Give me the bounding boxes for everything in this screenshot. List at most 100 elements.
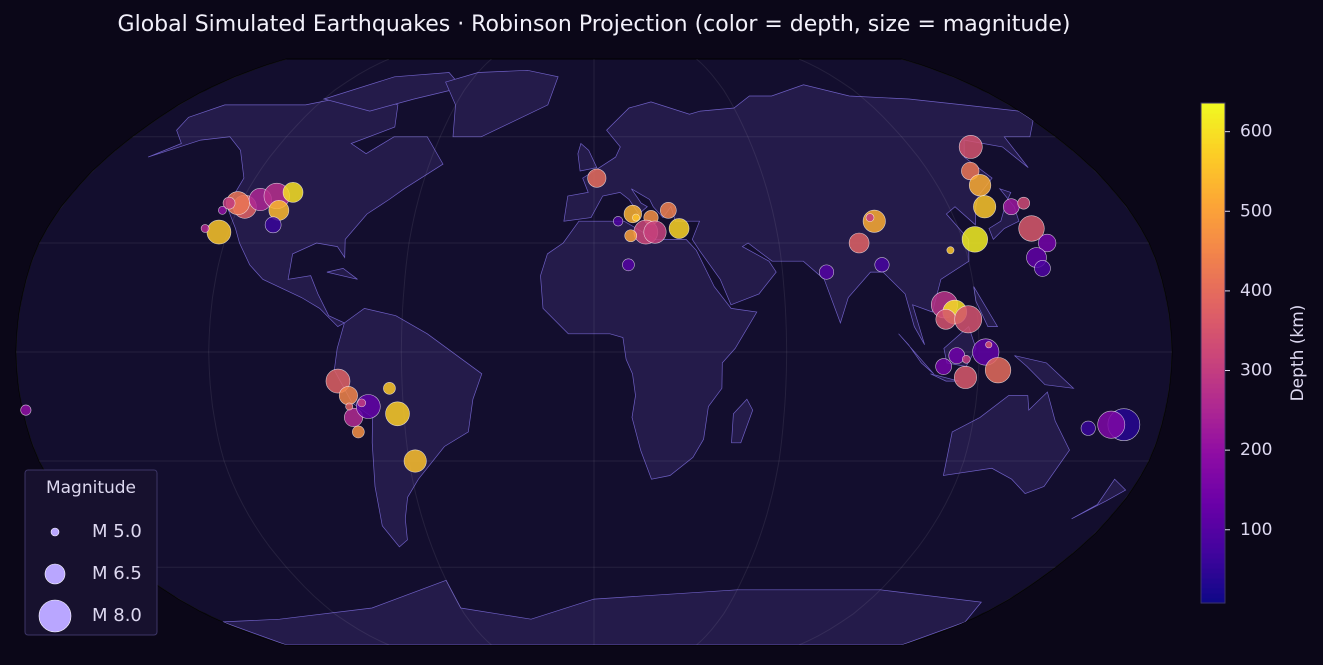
colorbar-step — [1201, 593, 1225, 599]
meridian — [208, 59, 390, 645]
colorbar-step — [1201, 163, 1225, 169]
landmass — [973, 286, 999, 327]
earthquake — [632, 213, 640, 222]
colorbar-step — [1201, 543, 1225, 549]
colorbar-label: Depth (km) — [1288, 305, 1308, 402]
colorbar-step — [1201, 463, 1225, 469]
earthquake — [622, 258, 635, 272]
legend-box — [24, 469, 158, 636]
colorbar-step — [1201, 313, 1225, 319]
colorbar-step — [1201, 238, 1225, 244]
colorbar-step — [1201, 558, 1225, 564]
colorbar-step — [1201, 123, 1225, 129]
chart-title: Global Simulated Earthquakes · Robinson … — [118, 12, 1071, 37]
colorbar-step — [1201, 563, 1225, 569]
colorbar-step — [1201, 118, 1225, 124]
earthquake — [862, 209, 886, 233]
colorbar-step — [1201, 173, 1225, 179]
colorbar-step — [1201, 433, 1225, 439]
earthquake — [984, 357, 1012, 384]
colorbar-step — [1201, 393, 1225, 399]
earthquake — [20, 404, 32, 416]
legend: Magnitude M 5.0 M 6.5 M 8.0 — [24, 469, 158, 636]
earthquake — [222, 196, 236, 210]
legend-label: M 5.0 — [92, 521, 142, 542]
colorbar-step — [1201, 113, 1225, 119]
colorbar-step — [1201, 538, 1225, 544]
earthquake — [958, 135, 983, 159]
colorbar-step — [1201, 458, 1225, 464]
landmass — [731, 398, 754, 444]
earthquake — [660, 202, 677, 219]
meridian — [400, 59, 492, 645]
colorbar: 100 200 300 400 500 600 Depth (km) — [1200, 102, 1308, 604]
colorbar-step — [1201, 523, 1225, 529]
earthquake — [1097, 410, 1126, 439]
colorbar-step — [1201, 373, 1225, 379]
colorbar-step — [1201, 553, 1225, 559]
earthquake — [338, 386, 358, 406]
earthquake — [623, 204, 642, 224]
colorbar-step — [1201, 578, 1225, 584]
colorbar-step — [1201, 248, 1225, 254]
colorbar-step — [1201, 188, 1225, 194]
colorbar-step — [1201, 328, 1225, 334]
colorbar-step — [1201, 143, 1225, 149]
colorbar-step — [1201, 223, 1225, 229]
landmass — [1071, 478, 1127, 520]
colorbar-step — [1201, 178, 1225, 184]
earthquake — [961, 161, 980, 181]
colorbar-step — [1201, 293, 1225, 299]
colorbar-step — [1201, 473, 1225, 479]
colorbar-step — [1201, 368, 1225, 374]
colorbar-step — [1201, 218, 1225, 224]
earthquake — [357, 398, 366, 408]
legend-title: Magnitude — [46, 478, 136, 498]
earthquake — [848, 232, 870, 254]
meridian — [901, 59, 1172, 645]
colorbar-step — [1201, 378, 1225, 384]
colorbar-step — [1201, 453, 1225, 459]
earthquake — [1038, 233, 1057, 253]
colorbar-step — [1201, 418, 1225, 424]
colorbar-step — [1201, 303, 1225, 309]
landmass — [1014, 355, 1075, 389]
colorbar-step — [1201, 588, 1225, 594]
colorbar-step — [1201, 363, 1225, 369]
points — [20, 135, 1141, 473]
colorbar-step — [1201, 148, 1225, 154]
earthquake — [643, 220, 667, 244]
earthquake — [973, 195, 997, 219]
colorbar-step — [1201, 283, 1225, 289]
colorbar-step — [1201, 233, 1225, 239]
colorbar-step — [1201, 598, 1225, 604]
colorbar-step — [1201, 513, 1225, 519]
landmass — [445, 69, 559, 138]
earthquake — [282, 182, 304, 203]
colorbar-step — [1201, 288, 1225, 294]
colorbar-step — [1201, 258, 1225, 264]
earthquake — [385, 401, 410, 427]
colorbar-step — [1201, 253, 1225, 259]
colorbar-step — [1201, 583, 1225, 589]
earthquake — [946, 246, 955, 255]
colorbar-step — [1201, 203, 1225, 209]
earthquake — [325, 368, 351, 394]
colorbar-step — [1201, 168, 1225, 174]
colorbar-step — [1201, 228, 1225, 234]
colorbar-step — [1201, 408, 1225, 414]
colorbar-step — [1201, 208, 1225, 214]
earthquake — [352, 425, 365, 439]
colorbar-step — [1201, 323, 1225, 329]
earthquake — [935, 358, 952, 375]
colorbar-step — [1201, 413, 1225, 419]
legend-label: M 6.5 — [92, 563, 142, 584]
colorbar-step — [1201, 138, 1225, 144]
earthquake — [624, 229, 638, 243]
earthquake — [954, 305, 983, 334]
colorbar-step — [1201, 548, 1225, 554]
landmass — [898, 333, 934, 375]
colorbar-step — [1201, 213, 1225, 219]
colorbar-step — [1201, 498, 1225, 504]
colorbar-step — [1201, 508, 1225, 514]
